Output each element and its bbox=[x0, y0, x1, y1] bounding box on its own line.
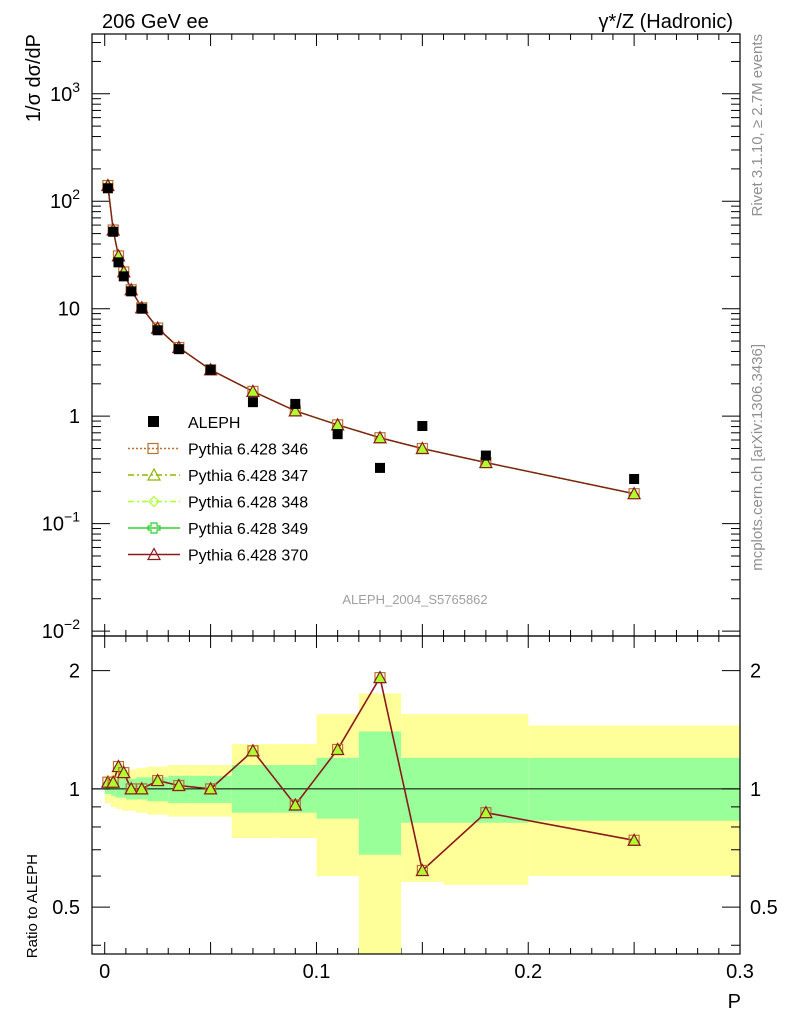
ratio-marker-370 bbox=[288, 797, 303, 811]
ratio-y-tick-label: 1 bbox=[69, 779, 80, 801]
data-point bbox=[290, 398, 301, 409]
side-label-top: Rivet 3.1.10, ≥ 2.7M events bbox=[749, 34, 766, 217]
ratio-marker-370 bbox=[124, 781, 139, 795]
x-tick-label: 0.2 bbox=[514, 961, 542, 983]
ratio-y-tick-label: 0.5 bbox=[52, 897, 80, 919]
ratio-marker-370 bbox=[150, 773, 165, 787]
y-tick-label: 10−1 bbox=[42, 509, 80, 536]
y-tick-label: 1 bbox=[69, 406, 80, 428]
data-point bbox=[102, 183, 113, 194]
mc-marker-370 bbox=[478, 455, 493, 469]
data-point bbox=[136, 303, 147, 314]
main-ylabel: 1/σ dσ/dP bbox=[23, 34, 45, 122]
legend-marker-346 bbox=[147, 442, 159, 455]
data-point bbox=[108, 226, 119, 237]
header-right: γ*/Z (Hadronic) bbox=[599, 11, 733, 33]
x-tick-label: 0 bbox=[99, 961, 110, 983]
ratio-marker-370 bbox=[372, 670, 388, 684]
legend-label: Pythia 6.428 347 bbox=[188, 468, 308, 485]
analysis-label: ALEPH_2004_S5765862 bbox=[342, 592, 487, 607]
band-inner-bin bbox=[115, 778, 122, 798]
mc-curve-p347 bbox=[107, 185, 635, 495]
y-tick-label: 103 bbox=[50, 79, 80, 106]
x-tick-label: 0.1 bbox=[303, 961, 331, 983]
legend-label: Pythia 6.428 348 bbox=[188, 495, 308, 512]
side-label-bottom: mcplots.cern.ch [arXiv:1306.3436] bbox=[749, 344, 766, 571]
ratio-frame bbox=[91, 635, 741, 955]
x-tick-label: 0.3 bbox=[726, 961, 754, 983]
ratio-marker-370 bbox=[478, 805, 493, 819]
x-axis-label: P bbox=[728, 991, 741, 1013]
y-tick-label: 102 bbox=[50, 186, 80, 213]
legend-marker-p347 bbox=[146, 467, 162, 481]
legend-marker-348 bbox=[148, 495, 160, 508]
band-inner-bin bbox=[401, 757, 444, 823]
ratio-y-tick-label-right: 2 bbox=[750, 661, 761, 683]
legend-marker-data bbox=[148, 416, 159, 427]
data-point bbox=[205, 364, 216, 375]
mc-marker-370 bbox=[415, 441, 430, 455]
ratio-marker-370 bbox=[203, 781, 218, 795]
data-point bbox=[173, 344, 184, 355]
data-point bbox=[417, 420, 428, 431]
ratio-marker-370 bbox=[171, 778, 186, 792]
mc-curve-p348 bbox=[107, 185, 635, 495]
y-tick-label: 10−2 bbox=[42, 616, 80, 643]
mc-curve-p346 bbox=[107, 185, 635, 495]
legend-marker-349 bbox=[147, 522, 161, 534]
mc-curve-p349 bbox=[107, 185, 635, 495]
ratio-y-tick-label-right: 0.5 bbox=[750, 897, 778, 919]
y-tick-label: 10 bbox=[58, 299, 80, 321]
mc-marker-370 bbox=[627, 486, 642, 500]
mc-marker-370 bbox=[245, 384, 260, 397]
band-inner-bin bbox=[316, 757, 359, 819]
ratio-panel: 0 0.1 0.2 0.3 0.5 0.5 1 1 2 2 bbox=[52, 635, 778, 983]
ratio-y-tick-label-right: 1 bbox=[750, 779, 761, 801]
ratio-marker-370 bbox=[134, 781, 149, 795]
mc-marker-370 bbox=[372, 430, 388, 444]
data-point bbox=[126, 286, 137, 297]
uncertainty-bands bbox=[104, 693, 740, 954]
data-point bbox=[152, 325, 163, 336]
ratio-marker-370 bbox=[245, 743, 260, 757]
legend-label: Pythia 6.428 370 bbox=[188, 548, 308, 565]
data-point bbox=[629, 474, 640, 485]
data-point bbox=[375, 462, 385, 473]
band-inner-bin bbox=[111, 780, 116, 796]
legend-marker-p370 bbox=[146, 547, 162, 561]
mc-marker-370 bbox=[330, 417, 345, 431]
ratio-marker-370 bbox=[106, 774, 121, 788]
legend-label: ALEPH bbox=[188, 415, 240, 432]
ratio-marker-370 bbox=[627, 833, 642, 846]
band-inner-bin bbox=[358, 731, 402, 855]
data-point bbox=[118, 271, 129, 282]
mc-curve-p370 bbox=[107, 185, 635, 495]
ratio-marker-370 bbox=[415, 863, 430, 877]
data-point bbox=[480, 450, 491, 461]
data-point bbox=[332, 429, 343, 440]
ratio-y-tick-label: 2 bbox=[69, 661, 80, 683]
header-left: 206 GeV ee bbox=[102, 11, 209, 33]
main-panel: 10−2 10−1 1 10 102 103 bbox=[42, 33, 741, 954]
main-frame bbox=[91, 33, 741, 637]
legend-label: Pythia 6.428 346 bbox=[188, 442, 308, 459]
ratio-marker-370 bbox=[116, 765, 131, 779]
data-point bbox=[247, 397, 258, 408]
mc-marker-370 bbox=[288, 403, 303, 417]
ratio-ylabel: Ratio to ALEPH bbox=[24, 854, 41, 958]
legend: ALEPH Pythia 6.428 346 Pythia 6.428 347 Pyt… bbox=[128, 415, 308, 565]
legend-label: Pythia 6.428 349 bbox=[188, 521, 308, 538]
band-inner-bin bbox=[121, 778, 126, 798]
data-point bbox=[113, 257, 124, 268]
ratio-marker-370 bbox=[330, 742, 345, 756]
